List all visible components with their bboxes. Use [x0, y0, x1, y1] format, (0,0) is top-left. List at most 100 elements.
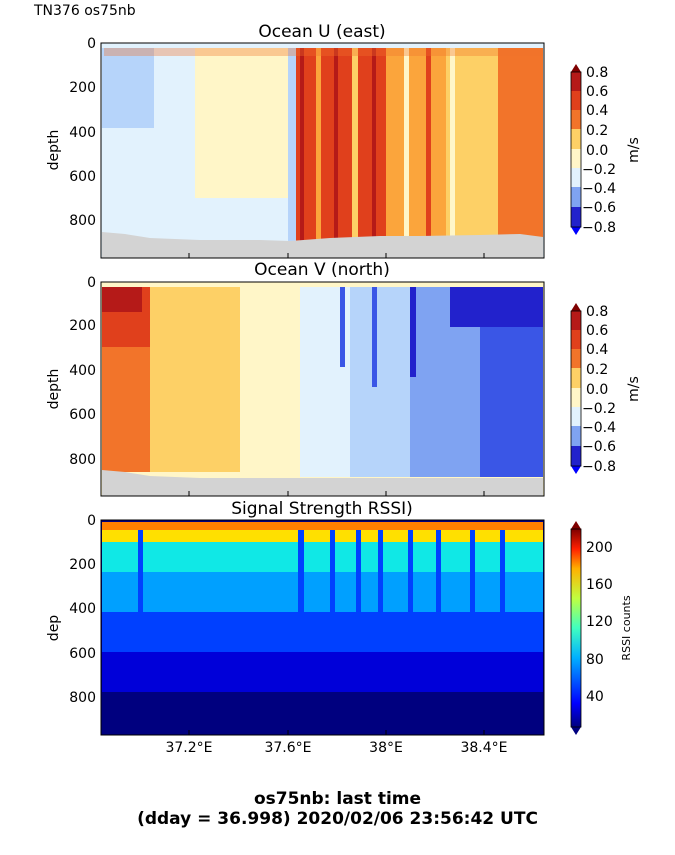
- panel-ocean-v: Ocean V (north) 0 200 400 600 800 de: [46, 260, 642, 497]
- panel-title-rssi: Signal Strength RSSI): [231, 499, 413, 519]
- axes-frame-rssi: [100, 519, 545, 736]
- y-axis-u: 0 200 400 600 800: [69, 36, 96, 229]
- cbar-v-s0: [571, 311, 581, 330]
- ytick-rssi-0: 0: [87, 513, 96, 529]
- sec-u-14: [450, 48, 455, 238]
- ytick-v-600: 600: [69, 407, 96, 423]
- heatmap-rssi: [101, 520, 544, 735]
- cbar-v-s3: [571, 368, 581, 388]
- ytick-u-800: 800: [69, 213, 96, 229]
- ytick-v-800: 800: [69, 452, 96, 468]
- ylabel-rssi: dep: [46, 615, 62, 642]
- cbar-rssi-bottom-arrow: [571, 727, 581, 735]
- panel-rssi: Signal Strength RSSI) 0 200 400 600: [46, 499, 633, 756]
- rssi-stripe-7: [470, 530, 475, 630]
- cbar-u-labels: 0.8 0.6 0.4 0.2 0.0 −0.2 −0.4 −0.6 −0.8: [582, 65, 616, 236]
- sec-u-6: [498, 48, 543, 241]
- cbar-v-s5: [571, 407, 581, 426]
- cbar-u-s0: [571, 72, 581, 91]
- colorbar-u: 0.8 0.6 0.4 0.2 0.0 −0.2 −0.4 −0.6 −0.8 …: [570, 64, 642, 236]
- cbar-v-tick-6: −0.4: [582, 420, 616, 436]
- ytick-u-600: 600: [69, 169, 96, 185]
- cbar-v-tick-2: 0.4: [586, 342, 608, 358]
- panel-ocean-u: Ocean U (east) 0 200 400 600: [46, 22, 642, 259]
- sec-u-12: [404, 48, 409, 241]
- rssi-band-4: [102, 612, 543, 652]
- cbar-u-tick-5: −0.2: [582, 162, 616, 178]
- cbar-u-s1: [571, 91, 581, 110]
- rssi-stripe-3: [356, 530, 361, 630]
- sec-v-11: [410, 287, 416, 377]
- x-ticks-u: [188, 253, 485, 258]
- rssi-band-0: [102, 522, 543, 530]
- sec-v-5: [350, 287, 410, 477]
- xtick-label-2: 38°E: [369, 740, 403, 756]
- cbar-u-tick-8: −0.8: [582, 220, 616, 236]
- cbar-v-s7: [571, 446, 581, 466]
- cbar-rssi-frame: [570, 528, 582, 728]
- rssi-stripe-0: [138, 530, 143, 640]
- cruise-label: TN376 os75nb: [34, 3, 136, 19]
- colorbar-v: 0.8 0.6 0.4 0.2 0.0 −0.2 −0.4 −0.6 −0.8 …: [570, 303, 642, 475]
- sec-u-1: [195, 48, 288, 198]
- panel-title-u: Ocean U (east): [258, 22, 385, 42]
- rssi-stripe-6: [436, 530, 441, 630]
- colorbar-rssi: 200 160 120 80 40 RSSI counts: [570, 521, 633, 735]
- y-axis-v: 0 200 400 600 800: [69, 275, 96, 468]
- axes-frame-v: [100, 281, 545, 497]
- cbar-v-tick-7: −0.6: [582, 439, 616, 455]
- rssi-stripe-1: [298, 530, 304, 630]
- cbar-v-tick-4: 0.0: [586, 382, 608, 398]
- xtick-label-0: 37.2°E: [165, 740, 212, 756]
- cbar-v-s2: [571, 349, 581, 368]
- sec-v-12: [102, 287, 142, 312]
- sec-u-3: [296, 48, 386, 241]
- cbar-rssi-tick-3: 80: [586, 652, 604, 668]
- x-ticks-rssi: [188, 730, 485, 735]
- x-ticks-v: [188, 491, 485, 496]
- sec-u-2: [288, 48, 296, 241]
- cbar-v-labels: 0.8 0.6 0.4 0.2 0.0 −0.2 −0.4 −0.6 −0.8: [582, 304, 616, 475]
- heatmap-u: [101, 43, 544, 258]
- rssi-band-6: [102, 692, 543, 734]
- x-axis-rssi: 37.2°E 37.6°E 38°E 38.4°E: [165, 740, 507, 756]
- panel-title-v: Ocean V (north): [254, 260, 390, 280]
- cbar-u-s7: [571, 207, 581, 227]
- cbar-v-s6: [571, 426, 581, 446]
- sec-u-4: [386, 48, 446, 241]
- heatmap-v: [101, 282, 544, 496]
- cbar-rssi-top-arrow: [571, 521, 581, 529]
- cbar-u-top-arrow: [571, 64, 581, 72]
- cbar-rssi-tick-4: 40: [586, 689, 604, 705]
- cbar-u-frame: [570, 71, 582, 228]
- cbar-u-s4: [571, 149, 581, 168]
- rssi-band-1: [102, 530, 543, 542]
- cbar-v-s1: [571, 330, 581, 349]
- cbar-u-label: m/s: [626, 137, 642, 163]
- ytick-v-200: 200: [69, 318, 96, 334]
- ytick-v-0: 0: [87, 275, 96, 291]
- sec-v-10: [372, 287, 377, 387]
- cbar-u-bottom-arrow: [571, 227, 581, 235]
- ytick-rssi-800: 800: [69, 690, 96, 706]
- sec-u-10: [352, 48, 358, 241]
- sec-u-0: [102, 48, 154, 128]
- sec-v-3: [240, 287, 300, 477]
- sec-v-1: [102, 347, 150, 472]
- ytick-rssi-600: 600: [69, 646, 96, 662]
- cbar-rssi-tick-0: 200: [586, 540, 613, 556]
- cbar-u-tick-7: −0.6: [582, 200, 616, 216]
- xtick-label-3: 38.4°E: [460, 740, 507, 756]
- axes-frame-u: [100, 42, 545, 259]
- sec-v-2: [150, 287, 240, 472]
- sec-u-11: [372, 48, 376, 241]
- cbar-u-s3: [571, 129, 581, 149]
- rssi-stripe-5: [408, 530, 413, 630]
- cbar-rssi-tick-1: 160: [586, 577, 613, 593]
- ytick-rssi-400: 400: [69, 601, 96, 617]
- rssi-stripe-4: [378, 530, 383, 630]
- cbar-v-tick-8: −0.8: [582, 459, 616, 475]
- cbar-v-s4: [571, 388, 581, 407]
- cbar-v-bottom-arrow: [571, 466, 581, 474]
- cbar-u-tick-4: 0.0: [586, 143, 608, 159]
